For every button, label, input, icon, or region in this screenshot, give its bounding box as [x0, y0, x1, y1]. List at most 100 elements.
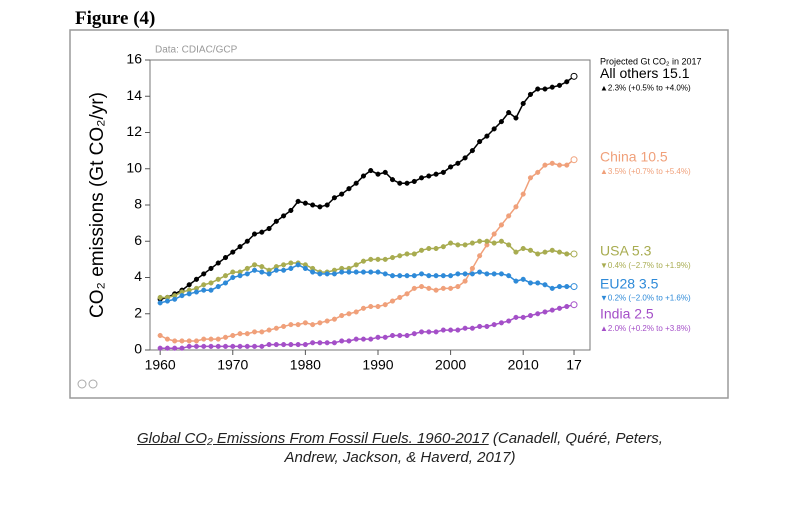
data-point [324, 271, 330, 277]
data-point [506, 110, 512, 116]
y-tick-label: 14 [126, 87, 142, 103]
data-point [368, 336, 374, 342]
data-point [542, 162, 548, 168]
data-point [266, 327, 272, 333]
data-point [230, 332, 236, 339]
data-point [339, 313, 345, 319]
data-point [201, 336, 207, 342]
data-point [506, 242, 512, 248]
data-point [281, 323, 287, 329]
data-point [288, 265, 294, 271]
data-point [491, 322, 497, 328]
data-point [360, 269, 367, 275]
data-point [513, 204, 519, 210]
series-change: ▲2.0% (+0.2% to +3.8%) [600, 324, 691, 333]
data-point [266, 226, 272, 232]
series-change: ▼0.2% (−2.0% to +1.6%) [600, 294, 691, 303]
data-point [281, 213, 287, 219]
series-change: ▼0.4% (−2.7% to +1.9%) [600, 261, 691, 270]
data-point [477, 269, 483, 275]
y-tick-label: 16 [126, 51, 142, 67]
data-point [273, 325, 279, 331]
x-tick-label: 2010 [508, 357, 539, 373]
data-point [201, 343, 207, 349]
data-point [535, 280, 541, 286]
data-point [375, 171, 381, 177]
data-point [179, 338, 185, 344]
series-change: ▲2.3% (+0.5% to +4.0%) [600, 83, 691, 92]
data-point [201, 271, 207, 277]
data-point [564, 162, 570, 168]
data-point [339, 191, 345, 197]
license-icon [77, 379, 87, 389]
data-point [288, 260, 294, 266]
data-point [222, 280, 229, 286]
data-point [157, 294, 163, 300]
data-point [186, 291, 192, 297]
chart: Data: CDIAC/GCP CO₂ emissions (Gt CO₂/yr… [69, 29, 729, 399]
legend-title: Projected Gt CO₂ in 2017 [600, 56, 702, 66]
data-point [273, 342, 279, 348]
data-point [433, 273, 439, 279]
data-point [535, 251, 541, 257]
data-point [527, 313, 534, 319]
x-tick-label: 1960 [145, 357, 176, 373]
data-point [404, 251, 410, 257]
data-point [477, 323, 483, 329]
data-point [469, 265, 475, 271]
series-label: China 10.5 [600, 148, 668, 164]
data-point [389, 332, 396, 339]
data-point [375, 303, 381, 310]
data-point [193, 343, 200, 349]
data-point [542, 86, 548, 92]
data-point [448, 164, 454, 170]
data-point [201, 287, 207, 293]
data-point [542, 249, 548, 255]
data-point [440, 285, 446, 291]
data-point [346, 186, 352, 192]
series-label: India 2.5 [600, 305, 654, 321]
data-point [469, 271, 475, 277]
data-point [419, 271, 425, 277]
data-point [346, 269, 352, 275]
data-point [179, 345, 185, 351]
y-tick-label: 2 [134, 304, 142, 320]
data-point [462, 242, 468, 248]
x-tick-label: 1990 [362, 357, 393, 373]
data-point [353, 262, 359, 268]
data-point [397, 253, 403, 259]
data-point [157, 345, 163, 351]
data-point [498, 271, 504, 277]
data-point [462, 325, 468, 331]
data-point [527, 175, 534, 181]
data-point [230, 343, 236, 349]
data-point [215, 343, 221, 349]
data-point [164, 298, 170, 304]
data-point [259, 264, 265, 270]
data-point [331, 195, 337, 201]
data-point [244, 238, 250, 244]
data-point [397, 332, 403, 339]
data-point [230, 269, 236, 275]
series-line [159, 159, 575, 342]
data-point [455, 284, 461, 290]
y-tick-label: 10 [126, 159, 142, 175]
data-point [448, 285, 454, 291]
data-point [193, 276, 200, 282]
data-point [208, 265, 214, 271]
data-point [244, 331, 250, 337]
data-point [244, 271, 250, 277]
data-point [281, 342, 287, 348]
data-point [339, 269, 345, 275]
data-point [244, 343, 250, 349]
figure-label: Figure (4) [75, 8, 156, 29]
data-point [520, 314, 526, 320]
y-tick-label: 0 [134, 341, 142, 357]
data-point [440, 273, 446, 279]
data-point [448, 273, 454, 279]
data-point [462, 155, 468, 161]
data-point [513, 314, 519, 320]
data-point [411, 273, 417, 279]
data-point [172, 296, 178, 302]
